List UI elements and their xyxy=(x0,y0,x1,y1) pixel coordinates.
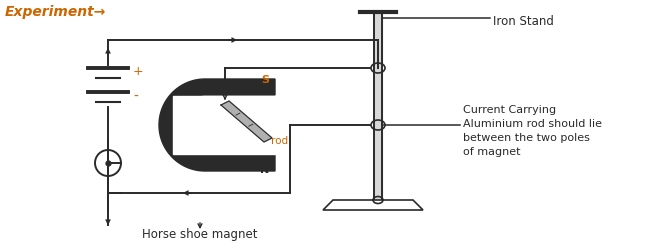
Polygon shape xyxy=(173,96,277,154)
Text: Experiment→: Experiment→ xyxy=(5,5,106,19)
Text: Iron Stand: Iron Stand xyxy=(493,15,554,28)
Text: Current Carrying
Aluminium rod should lie
between the two poles
of magnet: Current Carrying Aluminium rod should li… xyxy=(463,105,602,157)
Text: S: S xyxy=(261,75,269,85)
Text: rod: rod xyxy=(271,136,288,146)
Text: N: N xyxy=(260,165,270,175)
Polygon shape xyxy=(159,79,275,171)
Text: +: + xyxy=(133,65,144,78)
Text: -: - xyxy=(133,90,138,104)
Polygon shape xyxy=(374,12,382,205)
Text: Horse shoe magnet: Horse shoe magnet xyxy=(142,228,258,241)
Polygon shape xyxy=(323,200,423,210)
Polygon shape xyxy=(221,101,272,142)
